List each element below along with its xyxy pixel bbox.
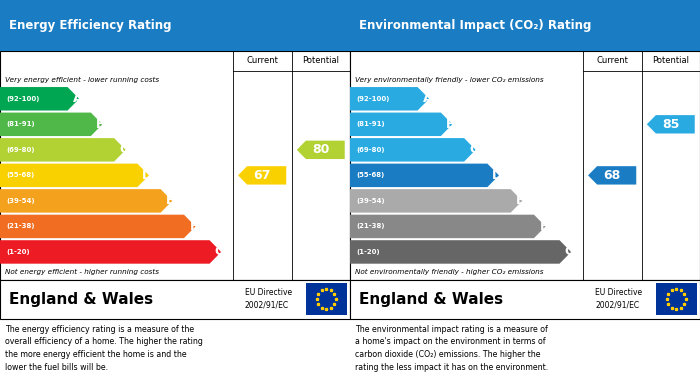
Bar — [0, 51, 350, 280]
Text: (1-20): (1-20) — [6, 249, 30, 255]
Text: Current: Current — [246, 56, 278, 66]
Text: E: E — [517, 194, 525, 207]
Text: (81-91): (81-91) — [6, 121, 35, 127]
Polygon shape — [588, 166, 636, 185]
Polygon shape — [350, 215, 545, 238]
Polygon shape — [350, 87, 429, 111]
Text: The environmental impact rating is a measure of
a home's impact on the environme: The environmental impact rating is a mea… — [355, 325, 549, 372]
Text: (39-54): (39-54) — [6, 198, 35, 204]
Text: B: B — [96, 118, 106, 131]
Polygon shape — [350, 138, 476, 161]
Text: Potential: Potential — [652, 56, 690, 66]
Polygon shape — [350, 240, 571, 264]
Text: (1-20): (1-20) — [356, 249, 380, 255]
Polygon shape — [350, 163, 499, 187]
Polygon shape — [238, 166, 286, 185]
Bar — [657, 283, 696, 315]
Text: (92-100): (92-100) — [356, 96, 390, 102]
Text: Current: Current — [596, 56, 628, 66]
Polygon shape — [0, 138, 126, 161]
Bar — [350, 0, 700, 51]
Text: England & Wales: England & Wales — [358, 292, 503, 307]
Text: C: C — [120, 143, 129, 156]
Bar — [350, 280, 700, 319]
Text: D: D — [142, 169, 153, 182]
Bar — [350, 51, 700, 280]
Text: G: G — [214, 246, 225, 258]
Polygon shape — [0, 87, 79, 111]
Text: (21-38): (21-38) — [6, 223, 35, 230]
Text: EU Directive
2002/91/EC: EU Directive 2002/91/EC — [595, 289, 642, 310]
Text: Environmental Impact (CO₂) Rating: Environmental Impact (CO₂) Rating — [358, 19, 591, 32]
Text: England & Wales: England & Wales — [8, 292, 153, 307]
Text: (69-80): (69-80) — [356, 147, 385, 153]
Polygon shape — [0, 163, 149, 187]
Text: Very environmentally friendly - lower CO₂ emissions: Very environmentally friendly - lower CO… — [355, 77, 544, 83]
Polygon shape — [0, 240, 221, 264]
Text: F: F — [540, 220, 548, 233]
Text: (21-38): (21-38) — [356, 223, 385, 230]
Text: (39-54): (39-54) — [356, 198, 385, 204]
Text: A: A — [423, 92, 432, 105]
Polygon shape — [297, 141, 344, 159]
Polygon shape — [0, 215, 195, 238]
Text: Potential: Potential — [302, 56, 340, 66]
Text: G: G — [564, 246, 575, 258]
Text: (69-80): (69-80) — [6, 147, 35, 153]
Text: EU Directive
2002/91/EC: EU Directive 2002/91/EC — [245, 289, 292, 310]
Text: Very energy efficient - lower running costs: Very energy efficient - lower running co… — [6, 77, 160, 83]
Text: Not energy efficient - higher running costs: Not energy efficient - higher running co… — [6, 269, 160, 275]
Bar — [307, 283, 346, 315]
Polygon shape — [0, 113, 102, 136]
Text: E: E — [167, 194, 175, 207]
Text: Not environmentally friendly - higher CO₂ emissions: Not environmentally friendly - higher CO… — [355, 269, 544, 275]
Text: F: F — [190, 220, 198, 233]
Text: 85: 85 — [662, 118, 680, 131]
Text: The energy efficiency rating is a measure of the
overall efficiency of a home. T: The energy efficiency rating is a measur… — [6, 325, 203, 372]
Text: (81-91): (81-91) — [356, 121, 385, 127]
Text: 68: 68 — [603, 169, 621, 182]
Text: (55-68): (55-68) — [6, 172, 34, 178]
Bar — [0, 0, 350, 51]
Polygon shape — [647, 115, 694, 133]
Bar — [0, 280, 350, 319]
Text: B: B — [446, 118, 456, 131]
Polygon shape — [350, 113, 452, 136]
Text: 80: 80 — [312, 143, 330, 156]
Text: (55-68): (55-68) — [356, 172, 384, 178]
Text: D: D — [492, 169, 503, 182]
Polygon shape — [0, 189, 172, 213]
Text: A: A — [73, 92, 82, 105]
Text: (92-100): (92-100) — [6, 96, 40, 102]
Polygon shape — [350, 189, 522, 213]
Text: Energy Efficiency Rating: Energy Efficiency Rating — [8, 19, 172, 32]
Text: 67: 67 — [253, 169, 271, 182]
Text: C: C — [470, 143, 479, 156]
